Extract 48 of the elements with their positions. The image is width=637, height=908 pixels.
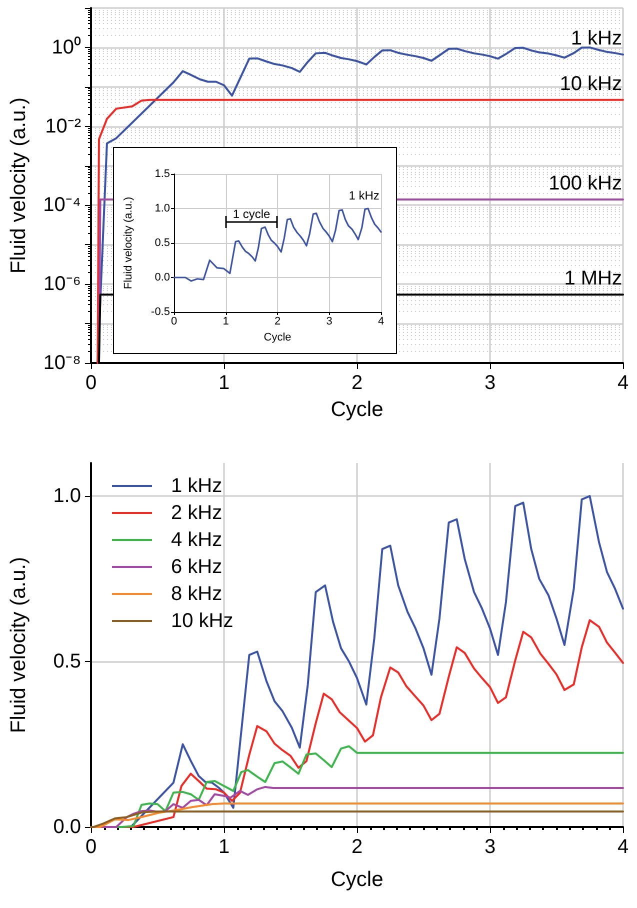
y-tick-label: 1.5 xyxy=(154,168,170,180)
x-tick-label: 0 xyxy=(85,372,97,394)
x-tick-label: 0 xyxy=(170,316,178,328)
x-tick-label: 0 xyxy=(85,836,97,858)
y-tick-label: 1.0 xyxy=(53,485,81,508)
y-axis-title: Fluid velocity (a.u.) xyxy=(7,97,30,274)
x-tick-label: 3 xyxy=(326,316,332,328)
x-tick-label: 2 xyxy=(351,836,363,858)
legend-label: 4 kHz xyxy=(171,529,222,551)
y-tick-label: 10⁻² xyxy=(45,115,82,138)
y-axis-title: Fluid velocity (a.u.) xyxy=(122,196,134,290)
y-tick-label: 0.0 xyxy=(154,272,170,284)
legend-label: 2 kHz xyxy=(171,502,222,524)
x-tick-label: 3 xyxy=(484,836,496,858)
x-tick-label: 2 xyxy=(274,316,281,328)
x-axis-title: Cycle xyxy=(264,331,292,344)
x-tick-label: 3 xyxy=(484,372,496,394)
x-tick-label: 1 xyxy=(222,316,229,328)
line-series xyxy=(173,208,382,282)
x-tick-label: 4 xyxy=(617,372,629,394)
y-tick-label: 0.0 xyxy=(53,816,81,838)
x-tick-label: 4 xyxy=(617,836,629,858)
legend-label: 6 kHz xyxy=(171,556,222,578)
series-label: 1 MHz xyxy=(564,268,622,290)
annotation: 1 cycle xyxy=(232,207,270,221)
series-label: 10 kHz xyxy=(560,72,622,95)
x-axis-title: Cycle xyxy=(330,398,384,421)
y-axis-title: Fluid velocity (a.u.) xyxy=(7,556,30,734)
x-tick-label: 1 xyxy=(218,372,230,394)
legend-label: 1 kHz xyxy=(171,475,222,497)
y-tick-label: 0.5 xyxy=(154,237,170,249)
series-label: 100 kHz xyxy=(548,172,622,194)
x-tick-label: 4 xyxy=(378,316,384,328)
legend-label: 10 kHz xyxy=(171,610,234,632)
line-series xyxy=(96,98,624,364)
y-tick-label: 10⁻⁸ xyxy=(43,352,81,374)
series-label: 1 kHz xyxy=(348,188,380,202)
x-axis-title: Cycle xyxy=(330,868,384,891)
x-tick-label: 2 xyxy=(351,372,363,394)
y-tick-label: -0.5 xyxy=(151,306,170,318)
series-label: 1 kHz xyxy=(570,28,622,50)
y-tick-label: 1.0 xyxy=(154,202,170,214)
y-tick-label: 10⁰ xyxy=(52,35,81,58)
y-tick-label: 10⁻⁴ xyxy=(43,194,81,216)
y-tick-label: 0.5 xyxy=(53,650,81,673)
x-tick-label: 1 xyxy=(218,836,230,858)
legend-label: 8 kHz xyxy=(171,583,222,605)
y-tick-label: 10⁻⁶ xyxy=(44,273,81,296)
